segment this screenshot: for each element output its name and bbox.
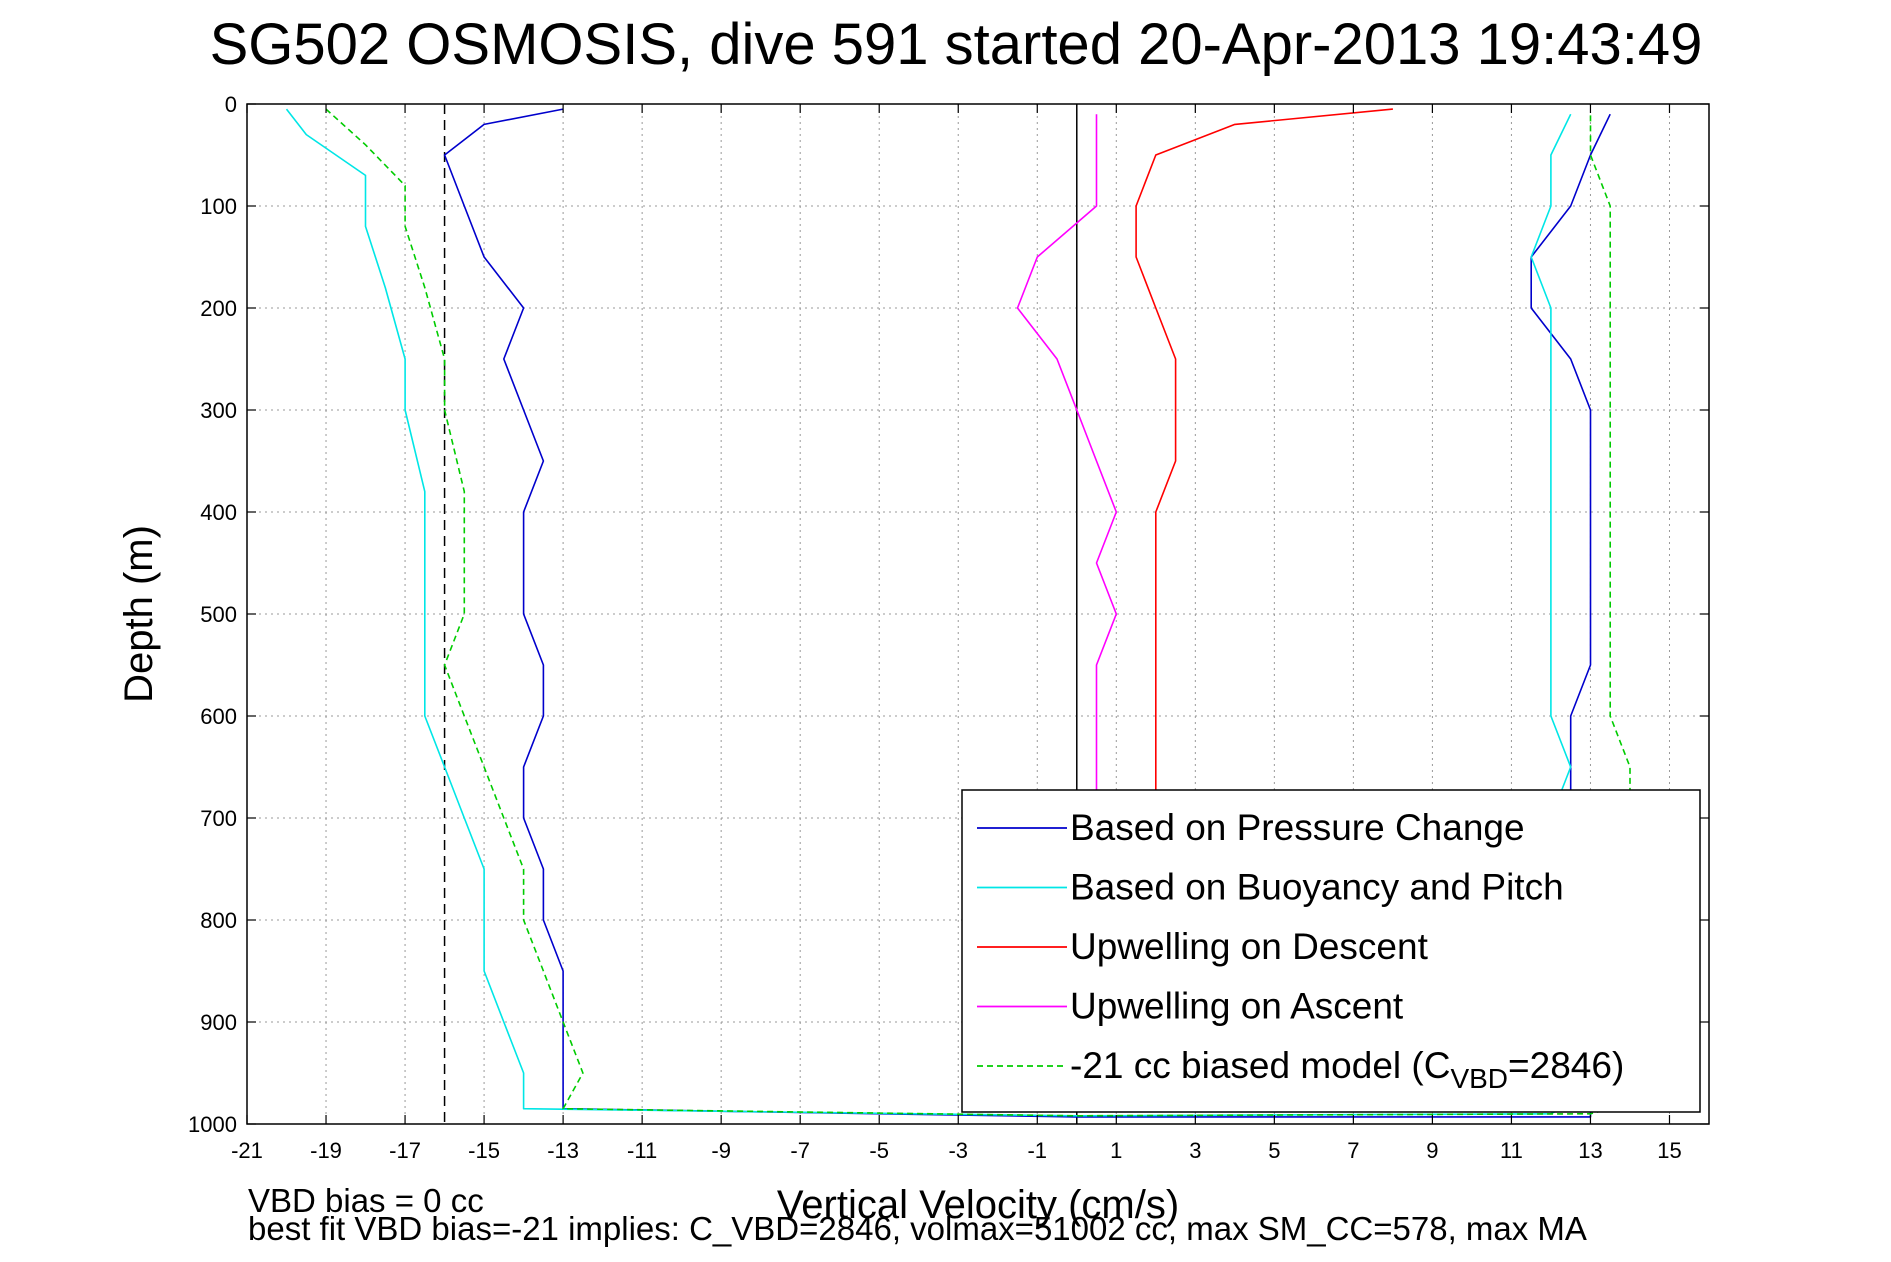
x-tick-label: -17	[389, 1138, 421, 1163]
x-tick-label: 5	[1268, 1138, 1280, 1163]
x-tick-label: -15	[468, 1138, 500, 1163]
x-ticks: -21 -19 -17 -15 -13 -11 -9 -7 -5 -3 -1 1 3 5 7 9 11 13 15	[231, 104, 1682, 1163]
x-tick-label: -7	[790, 1138, 810, 1163]
series-line-1	[443, 108, 1611, 1118]
x-tick-label: 15	[1657, 1138, 1681, 1163]
y-tick-label: 100	[200, 194, 237, 219]
legend-label-3: Upwelling on Descent	[1070, 926, 1429, 967]
x-tick-label: 3	[1189, 1138, 1201, 1163]
chart-title: SG502 OSMOSIS, dive 591 started 20-Apr-2…	[210, 12, 1703, 77]
x-tick-label: 11	[1500, 1138, 1523, 1163]
y-tick-label: 600	[200, 704, 237, 729]
legend-box	[961, 789, 1701, 1113]
legend-suffix: =2846)	[1508, 1045, 1624, 1086]
y-ticks: 0 100 200 300 400 500 600 700 800 900 1000	[188, 92, 1709, 1137]
y-tick-label: 400	[200, 500, 237, 525]
x-axis-label: Vertical Velocity (cm/s)	[777, 1183, 1179, 1227]
y-tick-label: 800	[200, 908, 237, 933]
series-layer	[285, 108, 1690, 1118]
y-tick-label: 700	[200, 806, 237, 831]
x-tick-label: -3	[948, 1138, 968, 1163]
legend-label-1: Based on Pressure Change	[1070, 807, 1525, 848]
x-tick-label: 1	[1110, 1138, 1122, 1163]
y-tick-label: 900	[200, 1010, 237, 1035]
legend-subscript: VBD	[1450, 1063, 1508, 1094]
y-tick-label: 500	[200, 602, 237, 627]
legend-label-4: Upwelling on Ascent	[1070, 986, 1404, 1027]
legend: Based on Pressure Change Based on Buoyanc…	[961, 789, 1701, 1113]
y-tick-label: 0	[225, 92, 237, 117]
x-tick-label: -5	[869, 1138, 889, 1163]
x-tick-label: 7	[1347, 1138, 1359, 1163]
vbd-bias-note: VBD bias = 0 cc	[248, 1182, 484, 1219]
x-tick-label: -9	[711, 1138, 731, 1163]
best-fit-note: best fit VBD bias=-21 implies: C_VBD=284…	[248, 1210, 1587, 1247]
x-tick-label: -21	[231, 1138, 263, 1163]
y-tick-label: 200	[200, 296, 237, 321]
x-tick-label: -13	[547, 1138, 579, 1163]
series-line-5	[325, 108, 1690, 1117]
series-line-2	[285, 108, 1572, 1117]
x-tick-label: 9	[1426, 1138, 1438, 1163]
x-tick-label: -11	[627, 1138, 657, 1163]
series-line-4	[1016, 114, 1118, 818]
y-axis-label: Depth (m)	[117, 525, 161, 703]
y-tick-label: 1000	[188, 1112, 237, 1137]
y-tick-label: 300	[200, 398, 237, 423]
x-tick-label: -19	[310, 1138, 342, 1163]
legend-label-5: -21 cc biased model (CVBD=2846)	[1070, 1045, 1624, 1094]
x-tick-label: 13	[1578, 1138, 1602, 1163]
x-tick-label: -1	[1027, 1138, 1047, 1163]
legend-label-2: Based on Buoyancy and Pitch	[1070, 867, 1564, 908]
